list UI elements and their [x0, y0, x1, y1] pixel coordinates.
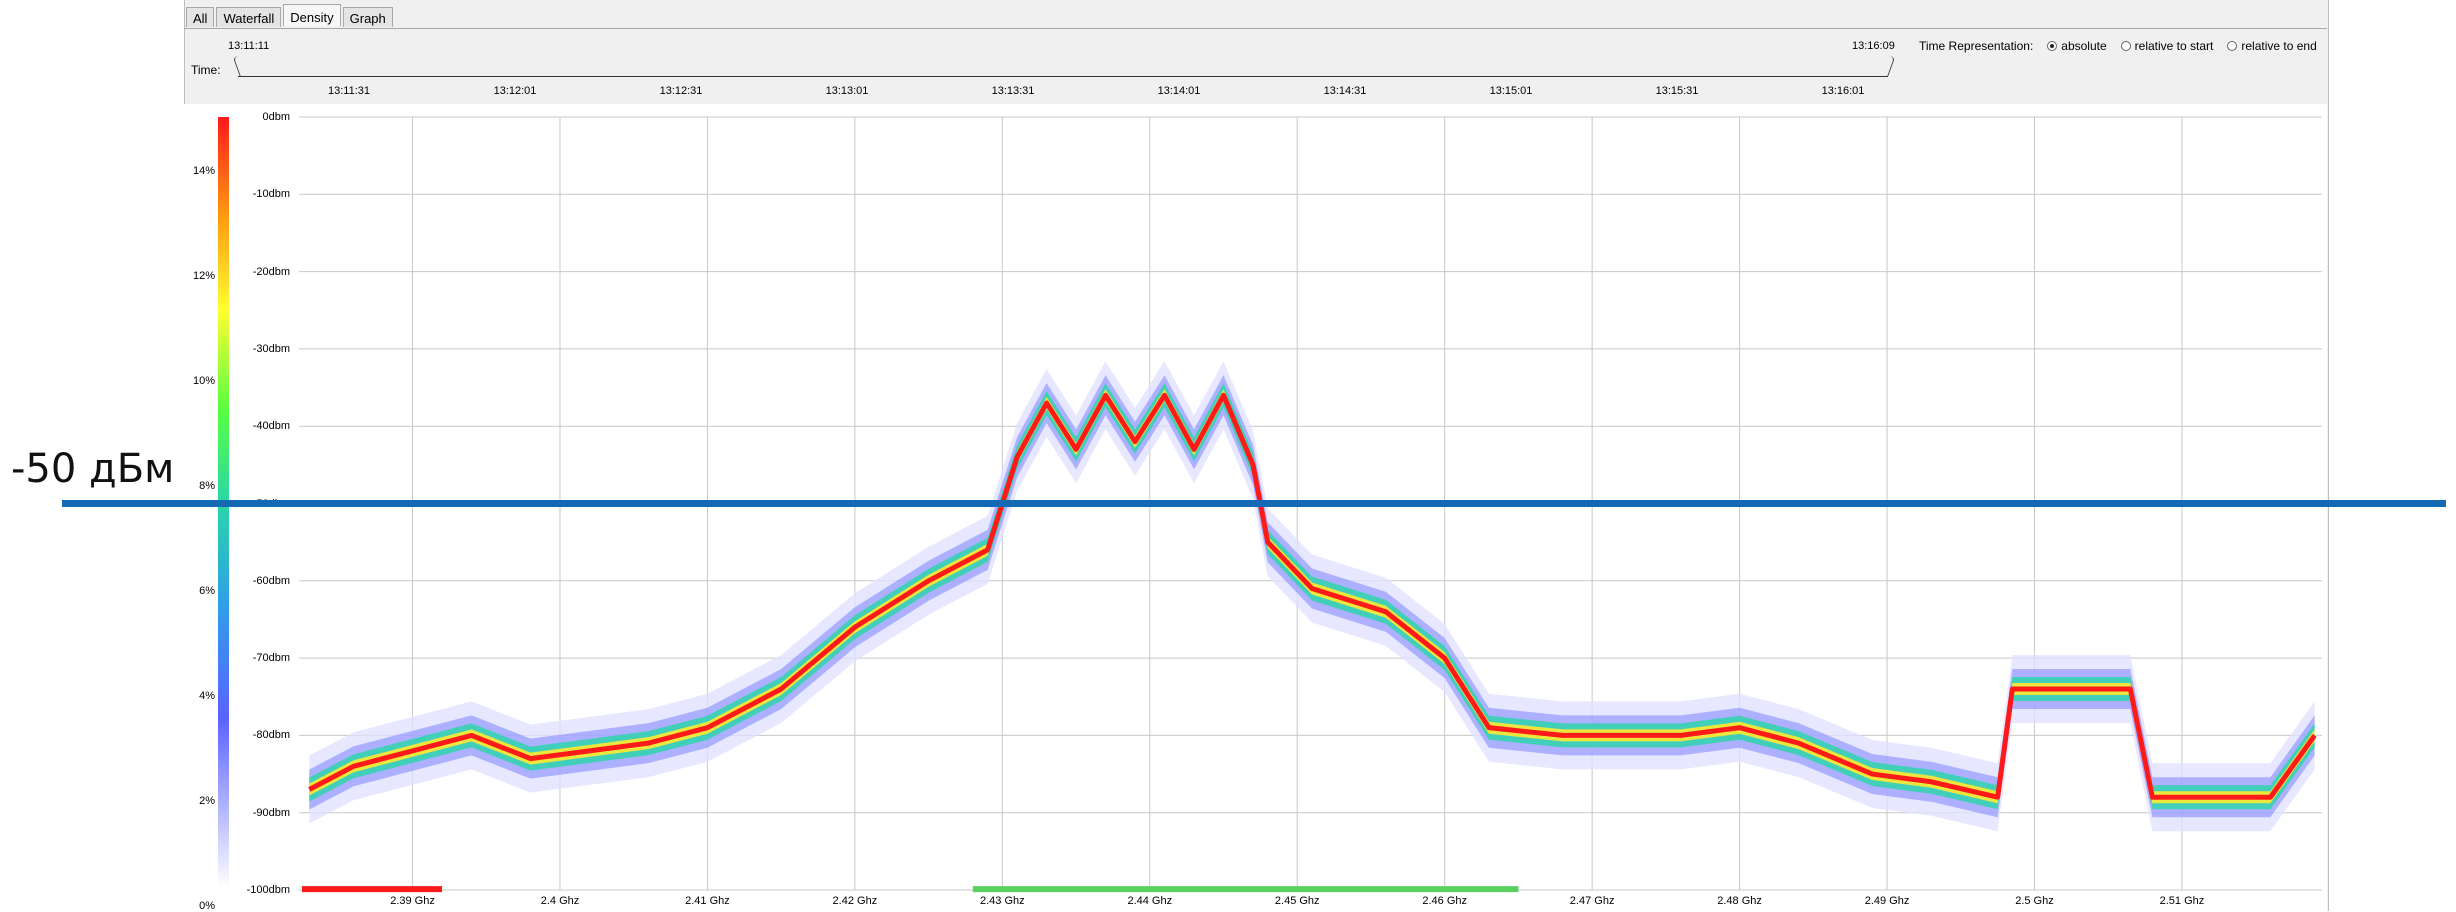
time-tick-label: 13:16:01 — [1821, 85, 1865, 97]
y-tick-label: -90dbm — [252, 806, 290, 819]
y-tick-label: -80dbm — [252, 729, 290, 742]
radio-absolute[interactable]: absolute — [2047, 39, 2107, 53]
x-tick-label: 2.39 Ghz — [390, 895, 435, 907]
x-tick-label: 2.42 Ghz — [832, 895, 878, 907]
colorbar-tick-label: 10% — [192, 375, 215, 387]
tab-waterfall[interactable]: Waterfall — [216, 7, 282, 27]
noise-floor-band-red — [301, 886, 443, 893]
time-start-label: 13:11:11 — [228, 40, 270, 52]
x-tick-label: 2.45 Ghz — [1274, 895, 1320, 907]
time-tick-label: 13:15:31 — [1655, 85, 1699, 97]
time-tick-label: 13:11:31 — [327, 85, 371, 97]
density-peak-trace — [308, 392, 2317, 800]
radio-relative-to-start-label: relative to start — [2134, 39, 2214, 53]
x-tick-label: 2.41 Ghz — [685, 895, 730, 907]
time-representation-group: Time Representation: absolute relative t… — [1919, 39, 2317, 53]
y-tick-label: -40dbm — [252, 420, 290, 433]
tab-graph[interactable]: Graph — [342, 7, 393, 27]
x-tick-label: 2.4 Ghz — [540, 895, 580, 907]
colorbar-tick-label: 2% — [199, 795, 215, 807]
colorbar-tick-label: 12% — [192, 270, 215, 282]
time-tick-label: 13:14:31 — [1323, 85, 1367, 97]
y-tick-label: -60dbm — [252, 574, 290, 587]
y-tick-label: -10dbm — [252, 188, 290, 201]
radio-relative-to-end-icon — [2227, 41, 2238, 51]
noise-floor-band-green — [972, 886, 1519, 893]
time-end-label: 13:16:09 — [1852, 40, 1895, 52]
radio-relative-to-start[interactable]: relative to start — [2120, 39, 2214, 53]
time-tick-label: 13:15:01 — [1489, 85, 1533, 97]
radio-relative-to-end-label: relative to end — [2241, 39, 2317, 53]
tab-divider — [184, 28, 2327, 29]
y-tick-label: -30dbm — [252, 342, 290, 355]
tab-density[interactable]: Density — [283, 4, 341, 26]
colorbar-tick-label: 8% — [199, 480, 215, 492]
x-tick-label: 2.49 Ghz — [1864, 895, 1910, 907]
time-range-slider[interactable] — [238, 76, 1888, 77]
y-tick-label: -100dbm — [246, 884, 290, 896]
time-tick-label: 13:13:01 — [825, 85, 869, 97]
x-tick-label: 2.43 Ghz — [980, 895, 1025, 907]
x-tick-label: 2.46 Ghz — [1422, 895, 1467, 907]
x-tick-label: 2.48 Ghz — [1717, 895, 1762, 907]
x-tick-label: 2.47 Ghz — [1569, 895, 1615, 907]
y-tick-label: -20dbm — [252, 265, 290, 278]
time-representation-label: Time Representation: — [1919, 39, 2034, 53]
tab-all[interactable]: All — [186, 7, 215, 27]
time-tick-label: 13:14:01 — [1157, 85, 1201, 97]
x-tick-label: 2.51 Ghz — [2159, 895, 2205, 907]
y-tick-label: 0dbm — [262, 111, 290, 123]
radio-relative-to-start-icon — [2120, 41, 2131, 51]
time-tick-label: 13:12:31 — [659, 85, 703, 97]
radio-absolute-icon — [2047, 41, 2058, 51]
time-tick-label: 13:12:01 — [493, 85, 537, 97]
x-tick-label: 2.5 Ghz — [2015, 895, 2054, 907]
colorbar-tick-label: 6% — [199, 585, 215, 597]
radio-absolute-label: absolute — [2061, 39, 2107, 53]
x-tick-label: 2.44 Ghz — [1127, 895, 1173, 907]
colorbar-tick-label: 14% — [192, 165, 215, 177]
time-tick-label: 13:13:31 — [991, 85, 1035, 97]
colorbar-tick-label: 4% — [199, 690, 215, 702]
colorbar-tick-label: 0% — [199, 900, 215, 912]
radio-relative-to-end[interactable]: relative to end — [2227, 39, 2317, 53]
density-band-mid — [309, 383, 2315, 810]
y-tick-label: -70dbm — [252, 652, 290, 665]
view-tabs: All Waterfall Density Graph — [186, 4, 393, 29]
time-label: Time: — [191, 63, 221, 77]
annotation-label: -50 дБм — [11, 446, 175, 492]
